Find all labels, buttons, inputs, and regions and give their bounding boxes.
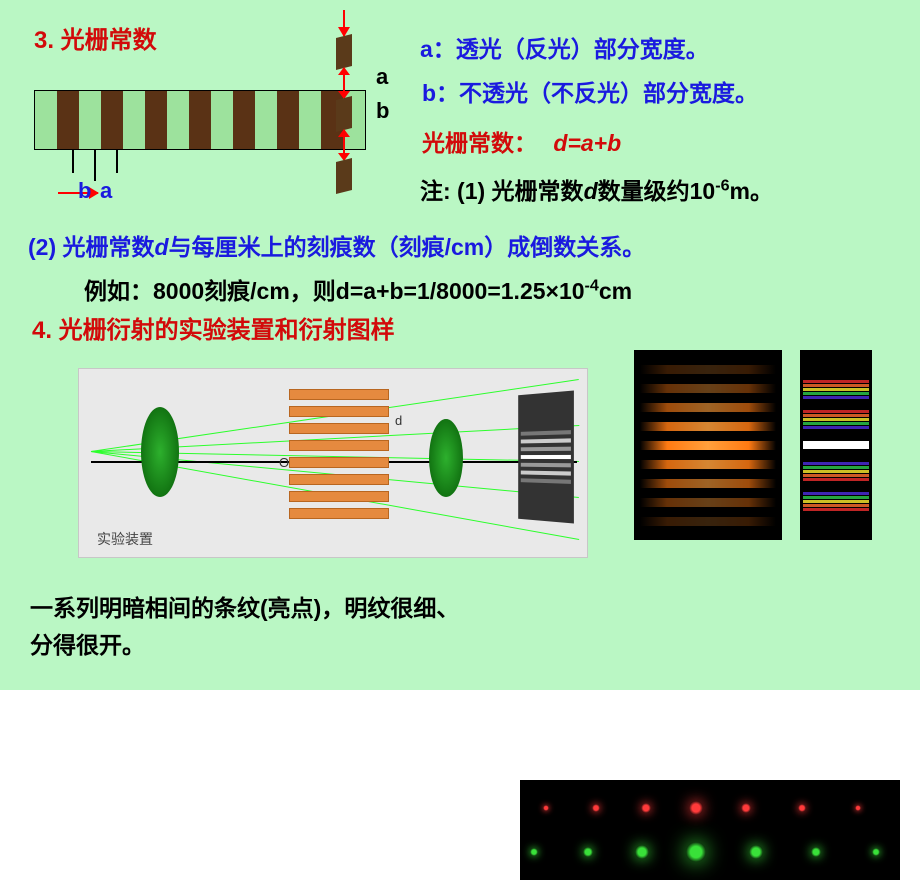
lens-1: [141, 407, 179, 497]
diffraction-pattern-rainbow: [800, 350, 872, 540]
arrow-a-gap: [343, 68, 345, 98]
const-formula: d=a+b: [553, 130, 621, 156]
tick-b-left: [72, 149, 74, 173]
slit-shape-1: [336, 34, 352, 70]
arrow-b-gap: [343, 130, 345, 160]
tick-b-right: [94, 149, 96, 181]
note2: (2) 光栅常数d与每厘米上的刻痕数（刻痕/cm）成倒数关系。: [28, 228, 645, 262]
diffraction-dots: [520, 780, 900, 880]
label-d: d: [395, 413, 402, 428]
note1: 注: (1) 光栅常数d数量级约10-6m。: [420, 172, 773, 206]
example-line: 例如：8000刻痕/cm，则d=a+b=1/8000=1.25×10-4cm: [84, 272, 632, 306]
slit-shape-2: [336, 96, 352, 132]
grating-strip: [34, 90, 366, 150]
arrow-down-top: [343, 10, 345, 36]
section3-title: 3. 光栅常数: [34, 20, 157, 55]
experiment-apparatus: O d 实验装置: [78, 368, 588, 558]
slide-root: 3. 光栅常数 b a a b a：透光（反光）部分宽度。 b：不透光（不反光）…: [0, 0, 920, 690]
apparatus-caption: 实验装置: [97, 529, 153, 549]
slit-shape-3: [336, 158, 352, 194]
label-a-under: a: [100, 178, 112, 204]
def-b: b：不透光（不反光）部分宽度。: [422, 74, 758, 108]
lens-2: [429, 419, 463, 497]
diffraction-screen: [518, 391, 574, 524]
grating-constant-line: 光栅常数： d=a+b: [422, 124, 621, 158]
tick-a-right: [116, 149, 118, 173]
side-label-b: b: [376, 98, 389, 124]
side-label-a: a: [376, 64, 388, 90]
slit-stack: [336, 10, 352, 192]
summary-text: 一系列明暗相间的条纹(亮点)，明纹很细、分得很开。: [30, 590, 460, 664]
const-label: 光栅常数：: [422, 130, 537, 156]
label-b-under: b: [78, 178, 91, 204]
diffraction-pattern-orange: [634, 350, 782, 540]
section4-title: 4. 光栅衍射的实验装置和衍射图样: [32, 310, 395, 345]
mid-grating: [289, 389, 389, 519]
label-O: O: [279, 455, 289, 470]
def-a: a：透光（反光）部分宽度。: [420, 30, 709, 64]
